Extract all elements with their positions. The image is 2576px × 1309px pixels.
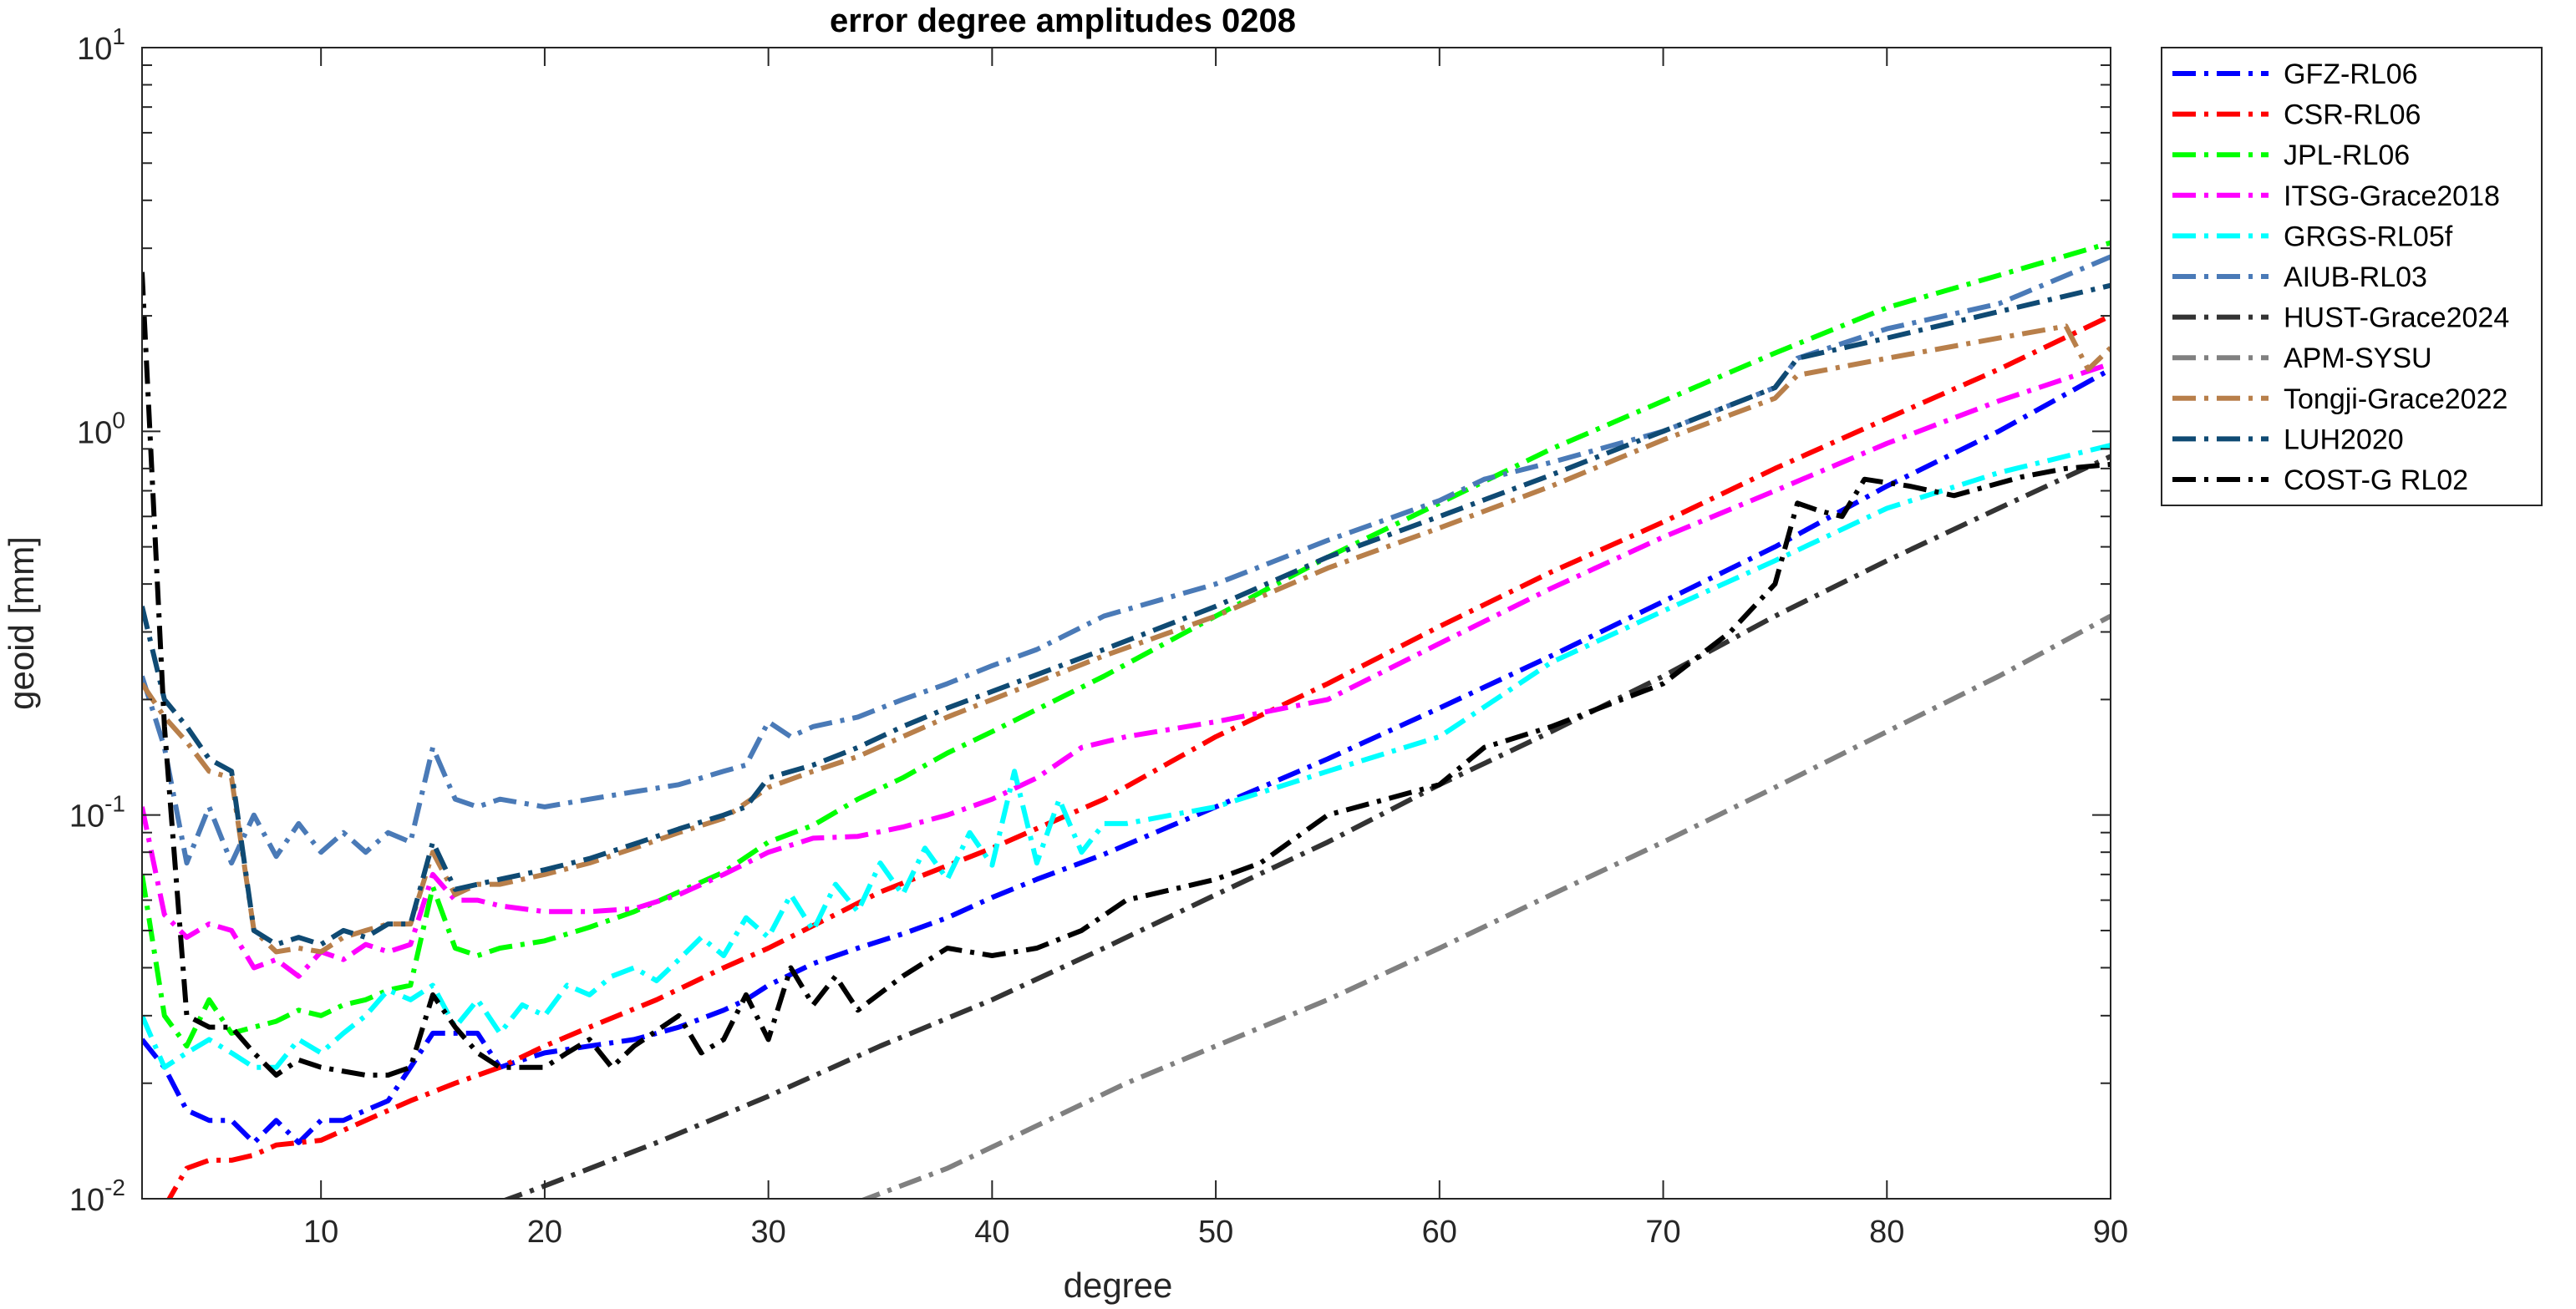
y-tick-label: 100 xyxy=(77,407,125,450)
x-tick-label: 80 xyxy=(1869,1215,1904,1250)
legend-label: GFZ-RL06 xyxy=(2284,58,2418,90)
legend-label: APM-SYSU xyxy=(2284,342,2432,374)
series-line-tongji-grace2022 xyxy=(142,323,2111,955)
legend-label: COST-G RL02 xyxy=(2284,464,2468,496)
series-line-csr-rl06 xyxy=(166,313,2111,1199)
series-line-grgs-rl05f xyxy=(142,443,2111,1070)
y-tick-label: 10-1 xyxy=(69,791,125,835)
legend-entry: LUH2020 xyxy=(2172,424,2404,455)
legend-items: GFZ-RL06 CSR-RL06 JPL-RL06 ITSG-Grace2018 GR… xyxy=(2172,58,2509,496)
legend: GFZ-RL06 CSR-RL06 JPL-RL06 ITSG-Grace2018 GR… xyxy=(2161,47,2543,506)
y-tick-label: 10-2 xyxy=(69,1175,125,1218)
legend-entry: ITSG-Grace2018 xyxy=(2172,180,2500,212)
legend-entry: COST-G RL02 xyxy=(2172,464,2468,496)
x-axis-label: degree xyxy=(1064,1266,1173,1305)
legend-label: Tongji-Grace2022 xyxy=(2284,383,2507,415)
plot-area-frame xyxy=(141,47,2111,1200)
x-tick-label: 60 xyxy=(1422,1215,1457,1250)
x-tick-label: 40 xyxy=(974,1215,1009,1250)
legend-label: CSR-RL06 xyxy=(2284,99,2421,131)
legend-label: AIUB-RL03 xyxy=(2284,261,2427,293)
legend-label: LUH2020 xyxy=(2284,424,2404,455)
legend-entry: GRGS-RL05f xyxy=(2172,221,2453,252)
series-line-itsg-grace2018 xyxy=(142,361,2111,979)
chart-title: error degree amplitudes 0208 xyxy=(830,3,1296,39)
legend-entry: GFZ-RL06 xyxy=(2172,58,2418,90)
series-layer xyxy=(142,240,2111,1199)
x-tick-label: 30 xyxy=(750,1215,785,1250)
y-tick-label: 101 xyxy=(77,23,125,67)
axis-ticks: 10 20 30 40 50 60 70 80 90 10-2 10-1 100 101 xyxy=(69,23,2128,1250)
legend-entry: AIUB-RL03 xyxy=(2172,261,2427,293)
legend-label: JPL-RL06 xyxy=(2284,140,2410,171)
series-line-aiub-rl03 xyxy=(142,254,2111,866)
x-tick-label: 70 xyxy=(1645,1215,1680,1250)
y-axis-label: geoid [mm] xyxy=(2,536,41,710)
series-line-luh2020 xyxy=(142,282,2111,947)
legend-label: GRGS-RL05f xyxy=(2284,221,2453,252)
legend-entry: APM-SYSU xyxy=(2172,342,2432,374)
x-tick-label: 50 xyxy=(1198,1215,1233,1250)
legend-label: ITSG-Grace2018 xyxy=(2284,180,2500,212)
series-line-jpl-rl06 xyxy=(142,240,2111,1049)
x-tick-label: 90 xyxy=(2093,1215,2128,1250)
legend-entry: HUST-Grace2024 xyxy=(2172,302,2509,334)
legend-entry: Tongji-Grace2022 xyxy=(2172,383,2507,415)
x-tick-label: 10 xyxy=(303,1215,338,1250)
legend-entry: CSR-RL06 xyxy=(2172,99,2421,131)
legend-label: HUST-Grace2024 xyxy=(2284,302,2509,334)
series-line-cost-g-rl02 xyxy=(142,271,2111,1078)
series-line-gfz-rl06 xyxy=(142,367,2111,1145)
series-line-hust-grace2024 xyxy=(501,454,2111,1199)
legend-entry: JPL-RL06 xyxy=(2172,140,2410,171)
series-line-apm-sysu xyxy=(859,613,2111,1199)
x-tick-label: 20 xyxy=(527,1215,562,1250)
